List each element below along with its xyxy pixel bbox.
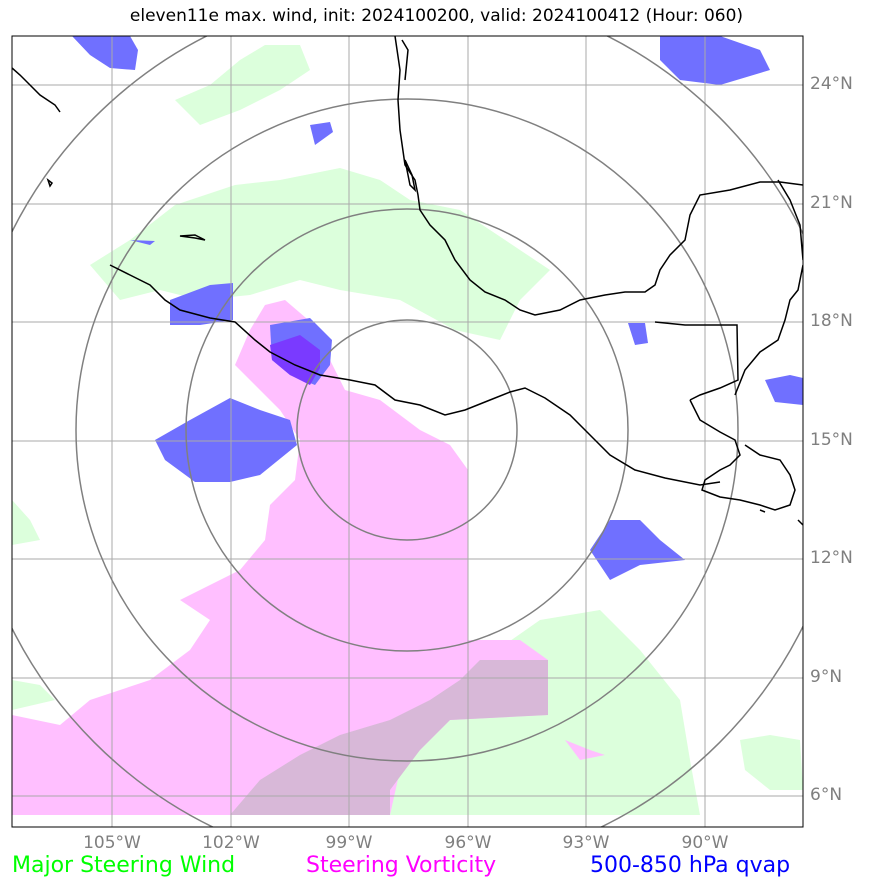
range-rings [12, 36, 803, 827]
lat-label-24n: 24°N [810, 74, 853, 94]
coastlines [12, 36, 803, 526]
lat-label-6n: 6°N [810, 785, 843, 805]
lat-label-15n: 15°N [810, 430, 853, 450]
steering-vorticity-area [12, 300, 605, 815]
qvap-vorticity-overlap [270, 335, 320, 385]
legend-major-steering-wind: Major Steering Wind [12, 853, 236, 878]
lon-label-96w: 96°W [444, 833, 492, 853]
lon-label-90w: 90°W [681, 833, 729, 853]
lon-label-93w: 93°W [562, 833, 610, 853]
lon-label-105w: 105°W [83, 833, 141, 853]
lat-label-12n: 12°N [810, 548, 853, 568]
lat-label-18n: 18°N [810, 311, 853, 331]
chart-title: eleven11e max. wind, init: 2024100200, v… [129, 6, 744, 26]
legend-qvap: 500-850 hPa qvap [590, 853, 791, 878]
lat-label-21n: 21°N [810, 193, 853, 213]
lon-label-102w: 102°W [202, 833, 260, 853]
plot-frame [11, 35, 804, 828]
legend-steering-vorticity: Steering Vorticity [306, 853, 497, 878]
lat-label-9n: 9°N [810, 667, 843, 687]
lon-label-99w: 99°W [325, 833, 373, 853]
graticule [12, 36, 803, 827]
